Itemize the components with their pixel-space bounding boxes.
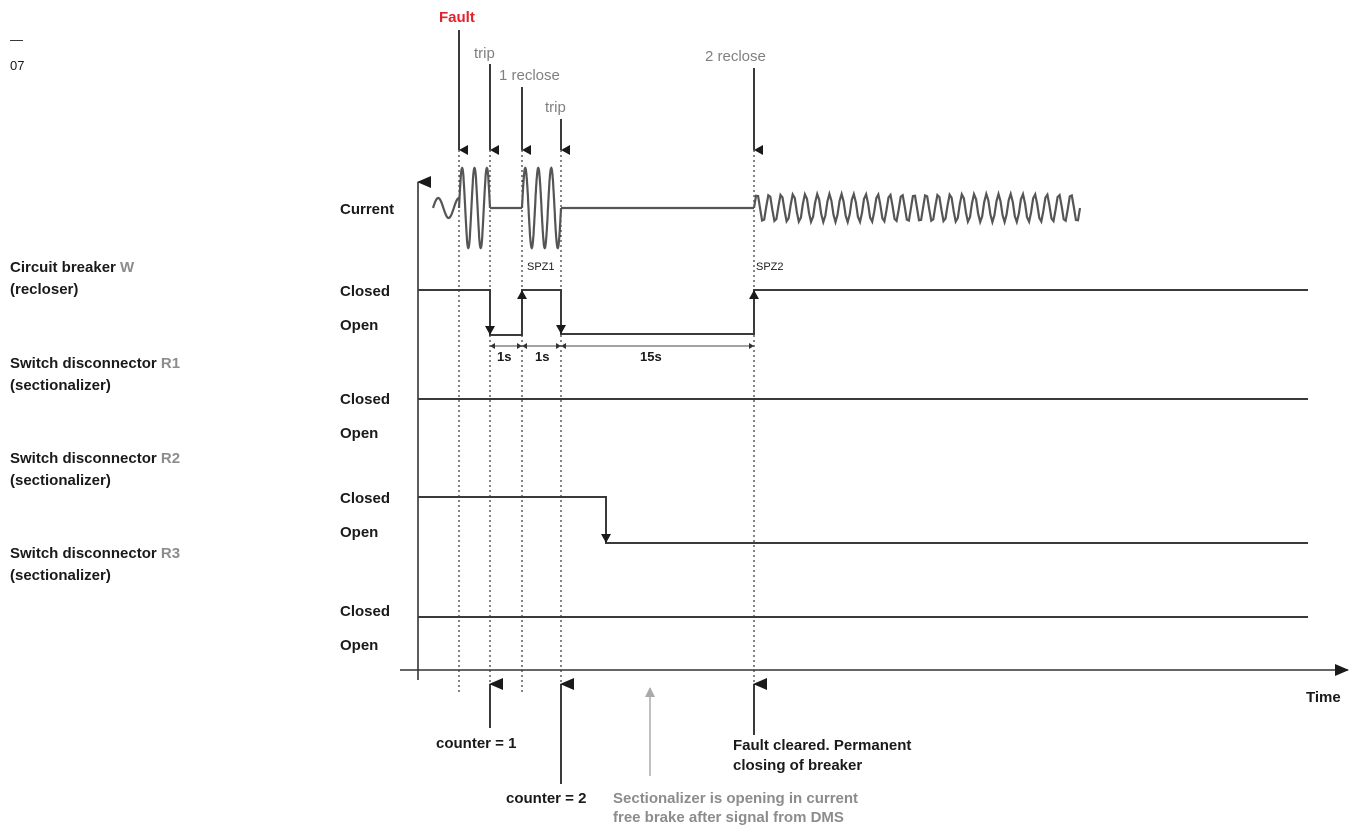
figure-number: 07 [10, 58, 24, 73]
row-label-r1-closed: Closed [340, 391, 390, 408]
note-counter-2: counter = 2 [506, 790, 586, 807]
event-label-reclose2: 2 reclose [705, 48, 766, 65]
svg-text:Switch disconnector R2: Switch disconnector R2 [10, 450, 180, 467]
interval-label-3: 15s [640, 349, 662, 364]
row-label-cb-closed: Closed [340, 283, 390, 300]
r2-open-arrow [601, 534, 611, 543]
device-label-switch-r2: Switch disconnector R2 (sectionalizer) [10, 450, 180, 489]
svg-text:Circuit breaker W: Circuit breaker W [10, 259, 135, 276]
event-label-trip1: trip [474, 45, 495, 62]
row-label-r3-open: Open [340, 637, 378, 654]
svg-text:Switch disconnector R3: Switch disconnector R3 [10, 545, 180, 562]
cb-open-arrow-1 [485, 326, 495, 335]
marker-spz2: SPZ2 [756, 261, 784, 273]
cb-state-line [418, 289, 1308, 336]
r2-state-line [418, 496, 1308, 544]
current-wave-restored [752, 189, 1082, 227]
interval-label-1: 1s [497, 349, 511, 364]
row-label-current: Current [340, 201, 394, 218]
event-label-trip2: trip [545, 99, 566, 116]
arrow-sectionalizer-head [645, 687, 655, 697]
note-counter-1: counter = 1 [436, 735, 516, 752]
row-label-cb-open: Open [340, 317, 378, 334]
current-wave-fault1 [457, 166, 492, 250]
row-label-r1-open: Open [340, 425, 378, 442]
note-sectionalizer-line2: free brake after signal from DMS [613, 809, 844, 826]
device-label-circuit-breaker: Circuit breaker W (recloser) [10, 259, 135, 298]
row-label-r2-closed: Closed [340, 490, 390, 507]
row-label-r2-open: Open [340, 524, 378, 541]
cb-close-arrow-1 [517, 290, 527, 299]
interval-arrowheads [490, 343, 754, 349]
figure-number-mark: — [10, 32, 23, 47]
event-label-reclose1: 1 reclose [499, 67, 560, 84]
row-label-r3-closed: Closed [340, 603, 390, 620]
svg-text:(sectionalizer): (sectionalizer) [10, 567, 111, 584]
device-label-switch-r1: Switch disconnector R1 (sectionalizer) [10, 355, 180, 394]
device-label-switch-r3: Switch disconnector R3 (sectionalizer) [10, 545, 180, 584]
x-axis-label: Time [1306, 689, 1341, 706]
event-label-fault: Fault [439, 9, 475, 26]
cb-open-arrow-2 [556, 325, 566, 334]
note-fault-cleared-line1: Fault cleared. Permanent [733, 737, 911, 754]
note-sectionalizer-line1: Sectionalizer is opening in current [613, 790, 858, 807]
current-wave-fault2 [520, 166, 563, 250]
cb-close-arrow-2 [749, 290, 759, 299]
svg-text:(recloser): (recloser) [10, 281, 78, 298]
marker-spz1: SPZ1 [527, 261, 555, 273]
svg-text:(sectionalizer): (sectionalizer) [10, 377, 111, 394]
current-wave-prefault [431, 196, 460, 220]
svg-text:(sectionalizer): (sectionalizer) [10, 472, 111, 489]
svg-text:Switch disconnector R1: Switch disconnector R1 [10, 355, 180, 372]
note-fault-cleared-line2: closing of breaker [733, 757, 862, 774]
interval-label-2: 1s [535, 349, 549, 364]
